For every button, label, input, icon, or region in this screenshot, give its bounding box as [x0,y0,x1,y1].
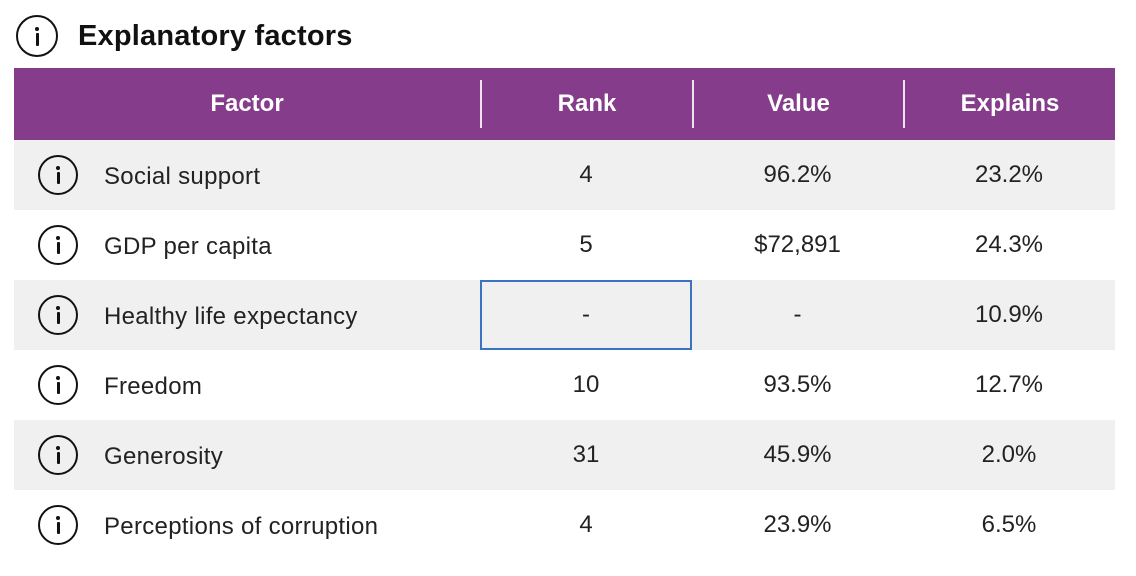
info-icon[interactable] [38,365,78,405]
factor-label: Perceptions of corruption [104,513,379,540]
explains-cell[interactable]: 2.0% [981,441,1037,468]
factor-cell: GDP per capita [14,210,480,280]
value-cell[interactable]: $72,891 [754,231,841,258]
info-icon[interactable] [38,295,78,335]
factor-label: Freedom [104,373,203,400]
explains-cell[interactable]: 23.2% [974,161,1044,188]
factor-cell: Generosity [14,420,480,490]
info-icon[interactable] [38,225,78,265]
table-row: Social support 4 96.2% 23.2% [14,140,1115,210]
factor-cell: Perceptions of corruption [14,490,480,560]
value-cell[interactable]: 96.2% [763,161,832,188]
value-cell[interactable]: - [793,301,802,328]
table-row: Healthy life expectancy - - 10.9% [14,280,1115,350]
factor-cell: Healthy life expectancy [14,280,480,350]
factor-label: Generosity [104,443,224,470]
info-icon[interactable] [38,435,78,475]
info-icon[interactable] [38,505,78,545]
rank-cell[interactable]: 31 [572,441,600,468]
rank-cell[interactable]: 5 [579,231,593,258]
value-cell[interactable]: 23.9% [763,511,832,538]
explanatory-factors-table: Factor Rank Value Explains Social suppor… [14,68,1115,560]
column-header-value: Value [692,80,903,128]
section-header: Explanatory factors [16,14,353,58]
value-cell[interactable]: 93.5% [763,371,832,398]
explains-cell[interactable]: 24.3% [974,231,1044,258]
factor-label: GDP per capita [104,233,272,260]
info-icon[interactable] [38,155,78,195]
column-header-factor: Factor [210,90,284,117]
explains-cell[interactable]: 10.9% [974,301,1044,328]
column-header-explains: Explains [903,80,1115,128]
rank-cell[interactable]: 4 [579,511,593,538]
factor-cell: Social support [14,140,480,210]
explains-cell[interactable]: 6.5% [981,511,1037,538]
table-row: Freedom 10 93.5% 12.7% [14,350,1115,420]
explains-cell[interactable]: 12.7% [974,371,1044,398]
table-row: Generosity 31 45.9% 2.0% [14,420,1115,490]
factor-cell: Freedom [14,350,480,420]
section-title: Explanatory factors [78,19,353,52]
rank-cell-selected[interactable]: - [480,280,692,350]
info-icon[interactable] [16,15,58,57]
rank-cell[interactable]: 10 [572,371,600,398]
table-row: GDP per capita 5 $72,891 24.3% [14,210,1115,280]
rank-cell[interactable]: 4 [579,161,593,188]
column-header-rank: Rank [480,80,692,128]
table-header: Factor Rank Value Explains [14,68,1115,140]
factor-label: Healthy life expectancy [104,303,358,330]
factor-label: Social support [104,163,261,190]
table-row: Perceptions of corruption 4 23.9% 6.5% [14,490,1115,560]
value-cell[interactable]: 45.9% [763,441,832,468]
